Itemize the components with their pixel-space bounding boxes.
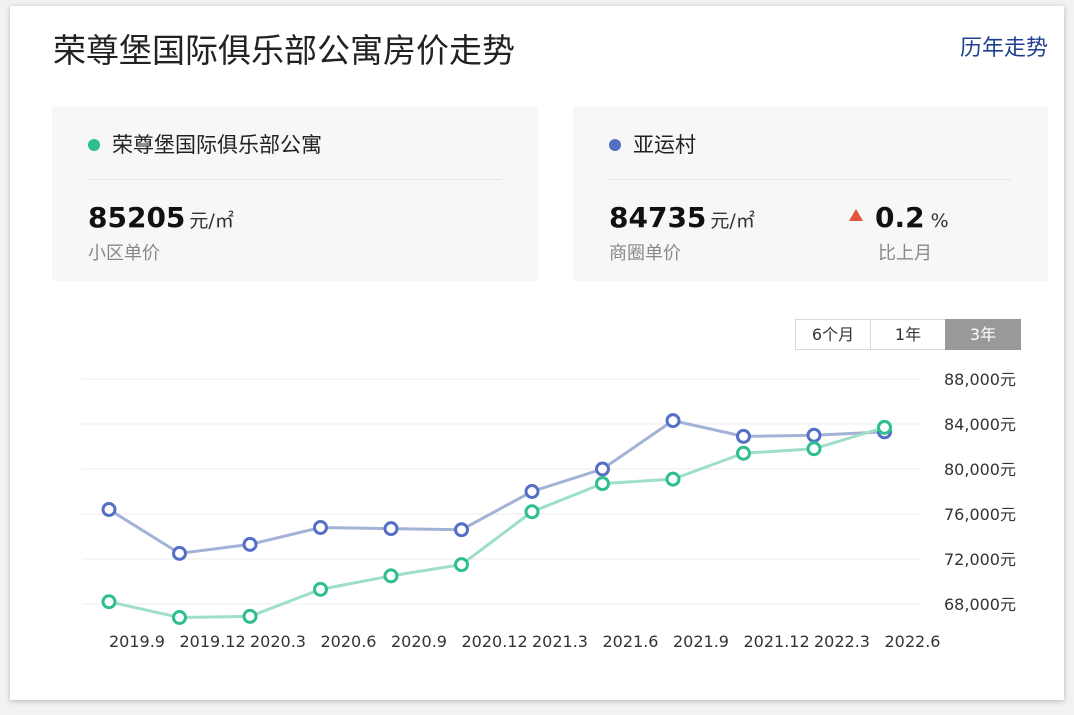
month-change-label: 比上月 <box>878 243 932 264</box>
y-tick-label: 72,000元 <box>944 550 1016 569</box>
district-price-value: 84735 <box>609 201 707 234</box>
district-legend-dot <box>609 139 621 151</box>
district-price-label: 商圈单价 <box>609 243 681 264</box>
data-point <box>101 594 117 610</box>
month-change-value: 0.2 <box>875 201 925 234</box>
community-name: 荣尊堡国际俱乐部公寓 <box>112 133 322 157</box>
data-point <box>454 522 469 538</box>
data-point <box>454 557 469 573</box>
data-point <box>806 427 822 443</box>
community-legend-dot <box>88 139 100 151</box>
y-tick-label: 84,000元 <box>944 415 1016 434</box>
up-arrow-icon <box>849 209 863 221</box>
community-price: 85205 元/㎡ <box>88 201 234 234</box>
data-point <box>736 445 751 461</box>
district-price-unit: 元/㎡ <box>710 210 755 232</box>
y-tick-label: 76,000元 <box>944 505 1016 524</box>
data-point <box>242 536 258 552</box>
data-point <box>736 428 751 444</box>
series-line <box>108 419 885 555</box>
data-point <box>595 461 610 477</box>
community-price-value: 85205 <box>88 201 186 234</box>
data-point <box>524 484 540 499</box>
price-trend-card: 荣尊堡国际俱乐部公寓房价走势 历年走势 荣尊堡国际俱乐部公寓 85205 元/㎡ … <box>10 6 1064 700</box>
page-title: 荣尊堡国际俱乐部公寓房价走势 <box>53 31 515 70</box>
data-point <box>877 419 892 435</box>
data-point <box>806 441 822 457</box>
tab-6-months[interactable]: 6个月 <box>795 319 871 350</box>
tab-1-year[interactable]: 1年 <box>870 319 946 350</box>
month-change: 0.2% <box>849 201 949 234</box>
x-tick-label: 2020.6 <box>321 632 377 651</box>
data-point <box>383 568 399 584</box>
data-point <box>595 476 610 492</box>
x-tick-label: 2019.12 <box>180 632 246 651</box>
district-price-panel: 亚运村 84735 元/㎡ 商圈单价 0.2% 比上月 <box>573 106 1048 281</box>
x-tick-label: 2021.9 <box>673 632 729 651</box>
series-line <box>108 425 885 620</box>
data-point <box>101 502 117 517</box>
x-tick-label: 2022.3 <box>814 632 870 651</box>
tab-3-years[interactable]: 3年 <box>945 319 1021 350</box>
y-tick-label: 68,000元 <box>944 595 1016 614</box>
data-point <box>242 608 258 624</box>
x-tick-label: 2019.9 <box>109 632 165 651</box>
x-tick-label: 2020.12 <box>462 632 528 651</box>
data-point <box>524 504 540 520</box>
month-change-unit: % <box>930 210 949 232</box>
divider <box>609 179 1012 180</box>
community-price-unit: 元/㎡ <box>189 210 234 232</box>
data-point <box>665 471 681 487</box>
community-price-label: 小区单价 <box>88 243 160 264</box>
data-point <box>313 581 328 597</box>
district-price: 84735 元/㎡ <box>609 201 755 234</box>
x-tick-label: 2022.6 <box>885 632 941 651</box>
y-tick-label: 80,000元 <box>944 460 1016 479</box>
community-price-panel: 荣尊堡国际俱乐部公寓 85205 元/㎡ 小区单价 <box>52 106 538 281</box>
history-trend-link[interactable]: 历年走势 <box>960 36 1049 61</box>
x-tick-label: 2020.9 <box>391 632 447 651</box>
x-tick-label: 2021.6 <box>603 632 659 651</box>
price-trend-chart: 88,000元 84,000元 80,000元 76,000元 72,000元 68,00… <box>82 370 1016 651</box>
data-point <box>172 545 187 561</box>
data-point <box>383 521 399 537</box>
data-point <box>665 413 681 429</box>
y-tick-label: 88,000元 <box>944 370 1016 389</box>
data-point <box>313 520 328 535</box>
x-tick-label: 2020.3 <box>250 632 306 651</box>
x-tick-label: 2021.3 <box>532 632 588 651</box>
range-tabs: 6个月 1年 3年 <box>795 319 1021 350</box>
divider <box>88 179 502 180</box>
x-tick-label: 2021.12 <box>744 632 810 651</box>
district-name: 亚运村 <box>633 133 696 157</box>
data-point <box>172 610 187 625</box>
